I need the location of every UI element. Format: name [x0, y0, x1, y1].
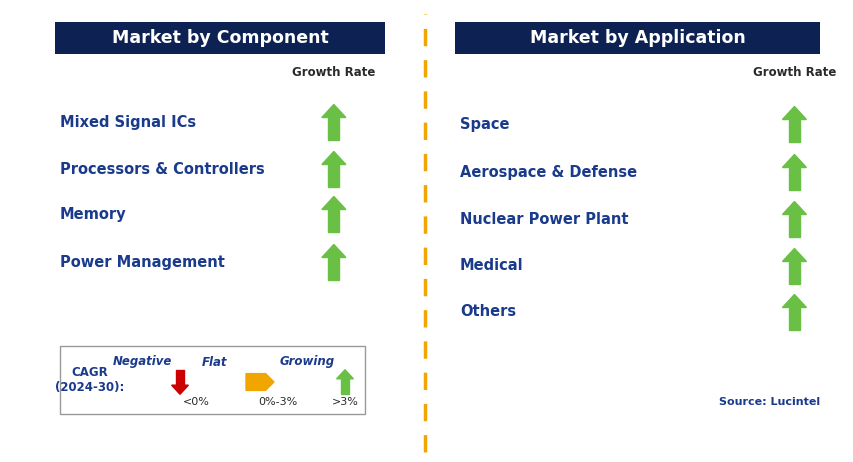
- Text: Others: Others: [460, 304, 515, 320]
- Text: Market by Component: Market by Component: [112, 29, 328, 47]
- Text: Power Management: Power Management: [60, 255, 224, 269]
- Text: Space: Space: [460, 116, 509, 132]
- Text: Medical: Medical: [460, 259, 523, 274]
- Text: <0%: <0%: [183, 397, 209, 407]
- Polygon shape: [788, 168, 799, 189]
- Polygon shape: [781, 249, 805, 261]
- Polygon shape: [322, 152, 345, 164]
- Text: Source: Lucintel: Source: Lucintel: [718, 397, 819, 407]
- Polygon shape: [781, 201, 805, 214]
- Polygon shape: [322, 244, 345, 257]
- Polygon shape: [336, 370, 353, 379]
- Polygon shape: [340, 379, 348, 394]
- Text: Mixed Signal ICs: Mixed Signal ICs: [60, 115, 196, 129]
- Polygon shape: [781, 154, 805, 168]
- Polygon shape: [788, 308, 799, 329]
- FancyBboxPatch shape: [455, 22, 819, 54]
- Text: >3%: >3%: [331, 397, 358, 407]
- Text: Flat: Flat: [202, 355, 228, 369]
- Polygon shape: [788, 261, 799, 284]
- Polygon shape: [322, 196, 345, 209]
- Polygon shape: [781, 294, 805, 308]
- FancyBboxPatch shape: [55, 22, 385, 54]
- Polygon shape: [171, 385, 189, 394]
- Text: Nuclear Power Plant: Nuclear Power Plant: [460, 212, 628, 226]
- Text: 0%-3%: 0%-3%: [258, 397, 298, 407]
- Text: Aerospace & Defense: Aerospace & Defense: [460, 164, 636, 180]
- Polygon shape: [788, 214, 799, 237]
- Polygon shape: [788, 120, 799, 141]
- Polygon shape: [328, 257, 339, 280]
- Text: CAGR: CAGR: [72, 366, 108, 379]
- Text: Growth Rate: Growth Rate: [292, 66, 375, 79]
- Text: Growing: Growing: [279, 355, 334, 369]
- Polygon shape: [176, 370, 183, 385]
- Text: (2024-30):: (2024-30):: [55, 382, 125, 395]
- Text: Processors & Controllers: Processors & Controllers: [60, 162, 264, 176]
- Text: Growth Rate: Growth Rate: [751, 66, 835, 79]
- Text: Negative: Negative: [113, 355, 171, 369]
- Polygon shape: [246, 374, 274, 390]
- Polygon shape: [328, 164, 339, 187]
- FancyBboxPatch shape: [60, 346, 364, 414]
- Polygon shape: [328, 209, 339, 231]
- Polygon shape: [781, 107, 805, 120]
- Text: Market by Application: Market by Application: [529, 29, 745, 47]
- Polygon shape: [322, 104, 345, 117]
- Polygon shape: [328, 117, 339, 140]
- Text: Memory: Memory: [60, 207, 126, 221]
